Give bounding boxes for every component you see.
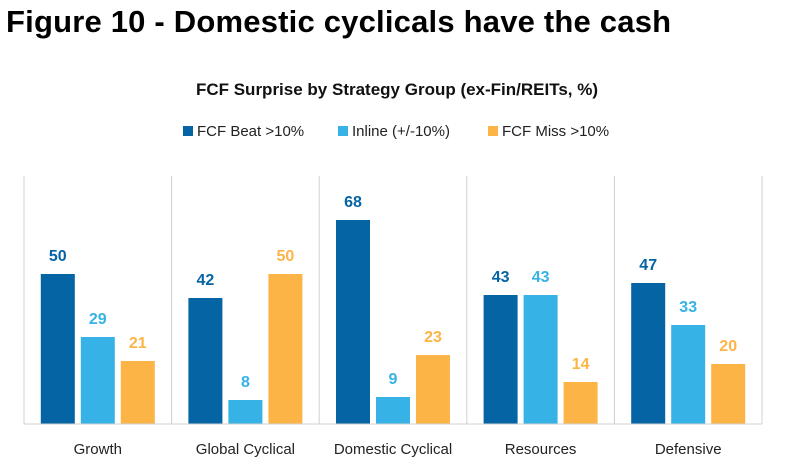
chart-title: FCF Surprise by Strategy Group (ex-Fin/R… — [196, 80, 598, 99]
bar — [563, 382, 598, 424]
bar — [416, 355, 450, 424]
legend-item-miss: FCF Miss >10% — [488, 123, 609, 140]
bar-value-label: 33 — [679, 299, 697, 316]
legend-swatch — [338, 126, 348, 136]
legend: FCF Beat >10% Inline (+/-10%) FCF Miss >10… — [183, 123, 609, 140]
bar-value-label: 43 — [532, 269, 550, 286]
bar-value-label: 8 — [241, 374, 250, 391]
bar-labels: 50 29 21 42 8 50 68 9 23 43 43 14 47 33 20 — [49, 194, 737, 391]
bar-value-label: 42 — [197, 272, 215, 289]
bar-value-label: 47 — [639, 257, 657, 274]
bar-value-label: 23 — [424, 329, 442, 346]
legend-item-beat: FCF Beat >10% — [183, 123, 304, 140]
bar — [483, 295, 518, 424]
category-labels: Growth Global Cyclical Domestic Cyclical Re… — [74, 441, 722, 458]
figure-title: Figure 10 - Domestic cyclicals have the … — [6, 4, 672, 39]
category-label: Growth — [74, 441, 122, 458]
legend-swatch — [488, 126, 498, 136]
legend-item-inline: Inline (+/-10%) — [338, 123, 450, 140]
bar — [228, 400, 263, 424]
bar-value-label: 68 — [344, 194, 362, 211]
category-label: Domestic Cyclical — [334, 441, 452, 458]
bar — [188, 298, 223, 424]
bar — [711, 364, 746, 424]
category-label: Global Cyclical — [196, 441, 295, 458]
bars — [40, 220, 746, 424]
bar-value-label: 29 — [89, 311, 107, 328]
bar — [268, 274, 303, 424]
bar-value-label: 50 — [49, 248, 67, 265]
category-separators — [23, 176, 763, 424]
category-label: Resources — [505, 441, 577, 458]
legend-label: FCF Beat >10% — [197, 123, 304, 140]
bar — [120, 361, 155, 424]
legend-swatch — [183, 126, 193, 136]
bar — [80, 337, 115, 424]
bar — [671, 325, 706, 424]
legend-label: Inline (+/-10%) — [352, 123, 450, 140]
legend-label: FCF Miss >10% — [502, 123, 609, 140]
bar-value-label: 21 — [129, 335, 147, 352]
bar-value-label: 50 — [277, 248, 295, 265]
bar — [376, 397, 410, 424]
bar — [523, 295, 558, 424]
bar — [40, 274, 75, 424]
category-label: Defensive — [655, 441, 722, 458]
bar-value-label: 14 — [572, 356, 590, 373]
bar-value-label: 20 — [719, 338, 737, 355]
bar-value-label: 9 — [389, 371, 398, 388]
bar — [631, 283, 666, 424]
bar-value-label: 43 — [492, 269, 510, 286]
bar — [336, 220, 370, 424]
